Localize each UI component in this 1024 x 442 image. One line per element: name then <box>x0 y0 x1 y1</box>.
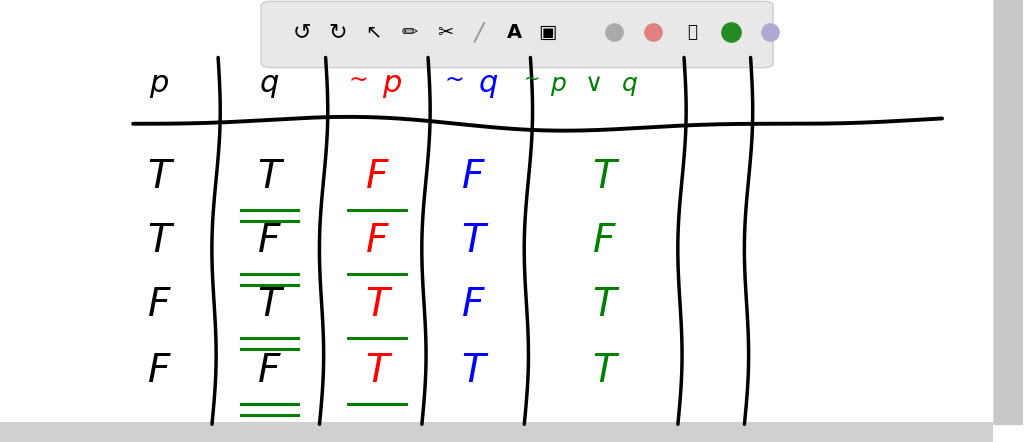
Point <box>723 29 739 36</box>
Text: ~: ~ <box>444 68 465 91</box>
Text: T: T <box>146 222 171 260</box>
Text: ↺: ↺ <box>293 22 311 42</box>
Text: T: T <box>592 158 616 196</box>
Text: ↻: ↻ <box>329 22 347 42</box>
Point <box>645 29 662 36</box>
Text: ~: ~ <box>524 70 541 89</box>
Text: ✏: ✏ <box>401 23 418 42</box>
Text: ↖: ↖ <box>366 23 382 42</box>
Text: T: T <box>257 286 282 324</box>
Text: F: F <box>593 222 615 260</box>
Text: p: p <box>383 69 401 99</box>
Point <box>606 29 623 36</box>
Text: F: F <box>258 222 281 260</box>
Text: F: F <box>462 158 484 196</box>
Text: F: F <box>462 286 484 324</box>
Text: F: F <box>366 222 388 260</box>
Text: F: F <box>258 352 281 390</box>
FancyBboxPatch shape <box>261 1 773 68</box>
Bar <box>0 422 993 442</box>
Text: T: T <box>257 158 282 196</box>
Text: T: T <box>146 158 171 196</box>
FancyBboxPatch shape <box>993 0 1023 425</box>
Text: F: F <box>366 158 388 196</box>
Text: T: T <box>461 222 485 260</box>
Text: T: T <box>365 352 389 390</box>
Text: q: q <box>260 69 279 99</box>
Text: ✂: ✂ <box>437 23 454 42</box>
Text: T: T <box>592 352 616 390</box>
Point <box>762 29 778 36</box>
Text: ∨: ∨ <box>585 72 603 96</box>
Text: ▣: ▣ <box>539 23 557 42</box>
Text: T: T <box>592 286 616 324</box>
Text: p: p <box>150 69 168 99</box>
Text: T: T <box>365 286 389 324</box>
Text: /: / <box>475 20 483 44</box>
Text: q: q <box>479 69 498 99</box>
Text: A: A <box>507 23 521 42</box>
Text: F: F <box>147 286 170 324</box>
Text: ~: ~ <box>348 68 369 91</box>
Text: 👆: 👆 <box>687 23 697 41</box>
Text: F: F <box>147 352 170 390</box>
Text: T: T <box>461 352 485 390</box>
Text: q: q <box>622 72 638 96</box>
Text: p: p <box>550 72 566 96</box>
